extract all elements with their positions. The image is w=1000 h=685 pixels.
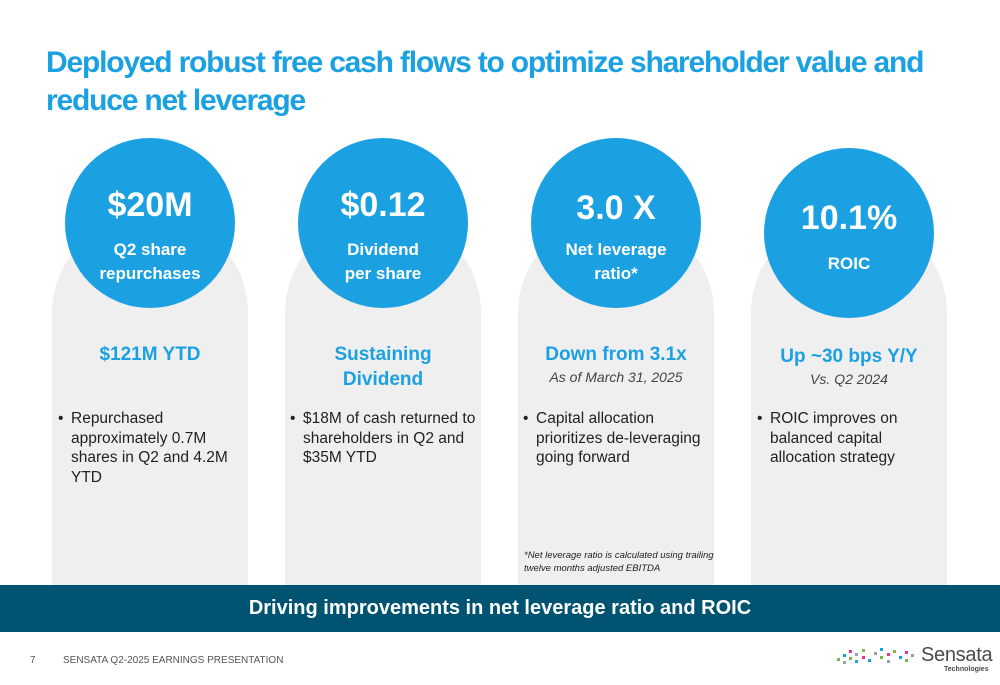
logo-dots-icon bbox=[837, 648, 914, 664]
metric-value: $0.12 bbox=[340, 186, 426, 224]
card-headline: $121M YTD bbox=[99, 344, 201, 365]
card-headline-line1: Sustaining bbox=[334, 344, 432, 365]
metric-circle-roic: 10.1% ROIC bbox=[764, 148, 934, 318]
metric-value: 10.1% bbox=[800, 199, 898, 237]
metric-label-line2: per share bbox=[344, 264, 422, 283]
metric-label-line2: ratio* bbox=[594, 264, 638, 283]
card-note: As of March 31, 2025 bbox=[549, 369, 683, 385]
card-headline-line2: Dividend bbox=[342, 369, 424, 390]
card-note: Vs. Q2 2024 bbox=[810, 371, 888, 387]
footnote: *Net leverage ratio is calculated using … bbox=[524, 550, 714, 574]
card-bullet: ROIC improves on balanced capital alloca… bbox=[757, 409, 947, 468]
card-headline: Up ~30 bps Y/Y bbox=[780, 346, 918, 367]
slide-title: Deployed robust free cash flows to optim… bbox=[46, 46, 924, 117]
summary-banner: Driving improvements in net leverage rat… bbox=[0, 585, 1000, 632]
card-headline: Down from 3.1x bbox=[545, 344, 687, 365]
sensata-logo: Sensata Technologies bbox=[835, 644, 993, 676]
logo-name: Sensata bbox=[921, 644, 993, 666]
metric-circle-share-repurchases: $20M Q2 share repurchases bbox=[65, 138, 235, 308]
card-bullet: Repurchased approximately 0.7M shares in… bbox=[58, 409, 238, 487]
card-bullet: $18M of cash returned to shareholders in… bbox=[290, 409, 476, 468]
page-number: 7 bbox=[30, 655, 36, 666]
metric-label-line2: repurchases bbox=[99, 264, 201, 283]
metric-label-line1: Dividend bbox=[347, 240, 419, 259]
footer-text: SENSATA Q2-2025 EARNINGS PRESENTATION bbox=[63, 655, 284, 666]
metric-circle-net-leverage: 3.0 X Net leverage ratio* bbox=[531, 138, 701, 308]
card-bullet: Capital allocation prioritizes de-levera… bbox=[523, 409, 703, 468]
metric-value: 3.0 X bbox=[576, 189, 656, 227]
metric-label-line1: Net leverage bbox=[565, 240, 667, 259]
metric-label-line1: Q2 share bbox=[113, 240, 187, 259]
metric-value: $20M bbox=[107, 186, 193, 224]
metric-circle-dividend: $0.12 Dividend per share bbox=[298, 138, 468, 308]
metric-label-line1: ROIC bbox=[827, 254, 871, 273]
logo-subtitle: Technologies bbox=[944, 666, 989, 673]
